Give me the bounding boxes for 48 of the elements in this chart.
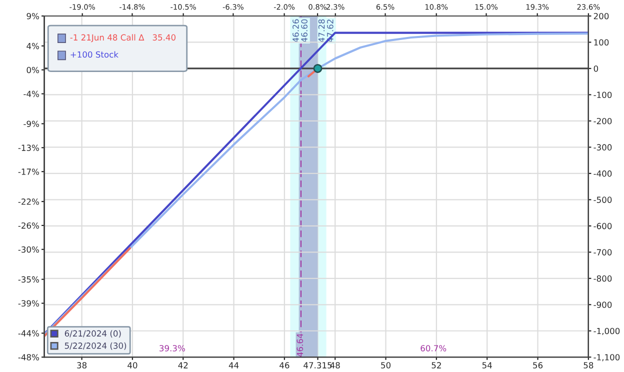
x-tick-label: 52 [432,362,441,368]
y-tick-label: -9% [24,120,39,128]
x-tick-label: 42 [178,362,188,368]
y-tick-label: -13% [18,144,39,151]
ref-line-label: 46.60 [301,19,308,42]
y-tick-label: -17% [18,168,39,175]
x-tick-label: 54 [482,362,492,368]
y2-tick-label: -600 [594,222,612,230]
y2-tick-label: 200 [594,12,609,20]
y2-tick-label: -300 [594,144,612,150]
y-tick-label: -22% [18,198,39,205]
y2-tick-label: 100 [594,39,609,46]
x-tick-label: 58 [584,362,594,368]
legend-label: 6/21/2024 (0) [64,330,121,338]
y-tick-label: -35% [18,276,39,283]
y-tick-label: -30% [18,246,39,253]
ref-line-label: 47.28 [318,19,325,42]
y2-tick-label: -1,100 [594,354,620,362]
x-tick-label: 40 [128,362,138,368]
y-tick-label: -48% [18,354,39,360]
y2-tick-label: -800 [594,275,612,282]
y-tick-label: -4% [24,90,39,98]
y2-tick-label: -700 [594,249,612,256]
y-tick-label: -39% [18,300,39,307]
annotation: -1 21Jun 48 Call Δ 35.40 [70,34,176,42]
x-tick-label: 38 [77,362,87,368]
ref-line-label: 46.64 [296,334,304,357]
y-tick-label: -26% [18,222,39,229]
y-tick-label: 4% [26,42,39,50]
x-tick-label: 44 [228,362,239,368]
y-tick-label: 9% [26,12,39,20]
y2-tick-label: -100 [594,92,612,98]
y2-tick-label: -200 [594,118,612,124]
y2-tick-label: -500 [594,196,612,203]
y2-tick-label: -400 [594,170,612,177]
ref-line-label: 46.26 [292,19,299,42]
x-tick-label: 50 [381,362,391,368]
annotation: +100 Stock [70,51,118,58]
y2-tick-label: -900 [594,302,612,308]
legend-label: 5/22/2024 (30) [64,342,126,350]
y2-tick-label: 0 [594,65,598,72]
annotation: 39.3% [160,345,185,352]
y-tick-label: 0% [26,66,39,74]
annotation: 60.7% [420,345,446,352]
y-tick-label: -44% [18,330,39,336]
x-tick-label: 56 [533,362,543,368]
x-tick-label: 46 [280,362,290,368]
y2-tick-label: -1,000 [594,328,620,336]
